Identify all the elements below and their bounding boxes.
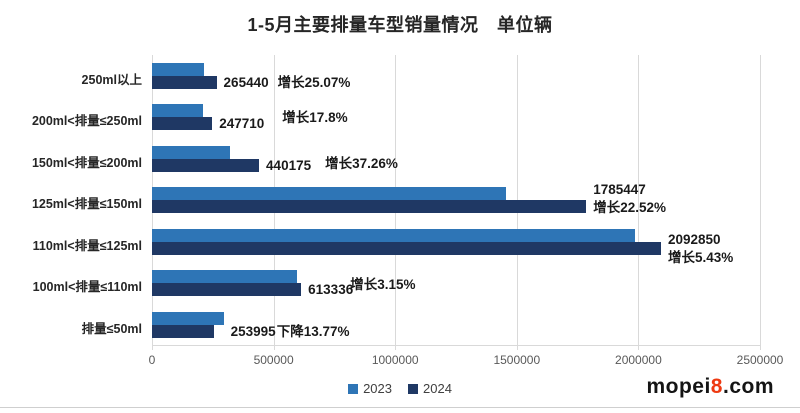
x-axis-tick: 1500000 bbox=[493, 353, 541, 367]
data-label: 2092850 增长5.43% bbox=[668, 231, 733, 267]
value-label: 247710 bbox=[219, 116, 265, 132]
gridline bbox=[760, 55, 761, 350]
bar-2024 bbox=[152, 324, 214, 338]
category-label: 110ml<排量≤125ml bbox=[32, 238, 142, 253]
data-label: 265440 增长25.07% bbox=[224, 76, 351, 90]
bar-2024 bbox=[152, 76, 217, 89]
x-axis-tick: 1000000 bbox=[371, 353, 419, 367]
bar-2023 bbox=[152, 145, 230, 159]
category-label: 125ml<排量≤150ml bbox=[31, 197, 142, 212]
category-label: 150ml<排量≤200ml bbox=[31, 155, 142, 170]
legend: 2023 2024 bbox=[0, 381, 800, 396]
bar-2024 bbox=[152, 200, 587, 214]
watermark-highlight: 8 bbox=[710, 375, 723, 398]
bar-2024 bbox=[152, 117, 213, 131]
category-label: 200ml<排量≤250ml bbox=[31, 114, 142, 129]
legend-label: 2023 bbox=[363, 381, 392, 396]
plot-area: 0 500000 1000000 1500000 2000000 2500000 250ml… bbox=[32, 55, 783, 367]
bar-2023 bbox=[152, 311, 224, 325]
watermark: mopei8.com bbox=[646, 375, 774, 399]
x-axis-tick: 2500000 bbox=[736, 353, 784, 367]
value-label: 1785447 bbox=[593, 182, 646, 198]
category-label: 250ml以上 bbox=[81, 73, 142, 87]
chart-title: 1-5月主要排量车型销量情况 单位辆 bbox=[247, 15, 553, 35]
x-axis-tick: 500000 bbox=[253, 353, 294, 367]
growth-label: 增长37.26% bbox=[325, 155, 398, 171]
watermark-suffix: .com bbox=[722, 375, 774, 398]
growth-label: 增长5.43% bbox=[667, 249, 734, 265]
x-axis-line bbox=[152, 345, 760, 346]
growth-label: 增长25.07% bbox=[277, 75, 351, 90]
data-label: 247710 增长17.8% bbox=[219, 111, 347, 132]
value-label: 265440 bbox=[223, 75, 269, 90]
gridline bbox=[638, 55, 640, 350]
data-label: 440175 增长37.26% bbox=[266, 155, 398, 173]
bar-2023 bbox=[152, 63, 204, 76]
category-label: 100ml<排量≤110ml bbox=[32, 280, 142, 295]
category-label: 排量≤50ml bbox=[81, 321, 142, 336]
legend-swatch-2023 bbox=[348, 383, 359, 394]
data-label: 1785447 增长22.52% bbox=[593, 181, 666, 217]
growth-label: 增长3.15% bbox=[350, 277, 416, 293]
legend-item-2024: 2024 bbox=[408, 381, 452, 396]
bar-2023 bbox=[152, 228, 635, 242]
watermark-prefix: mopei bbox=[646, 375, 711, 398]
legend-item-2023: 2023 bbox=[348, 381, 392, 396]
value-label: 253995 bbox=[230, 323, 276, 339]
legend-swatch-2024 bbox=[408, 383, 418, 394]
bar-2023 bbox=[152, 104, 204, 118]
data-label: 253995下降13.77% bbox=[230, 323, 350, 339]
x-axis-tick: 2000000 bbox=[615, 353, 662, 367]
legend-label: 2024 bbox=[423, 381, 452, 396]
bottom-divider bbox=[0, 407, 800, 408]
growth-label: 下降13.77% bbox=[276, 323, 350, 339]
bar-2024 bbox=[152, 158, 260, 172]
growth-label: 增长22.52% bbox=[593, 200, 667, 216]
value-label: 2092850 bbox=[667, 231, 721, 247]
x-axis-tick: 0 bbox=[148, 353, 156, 367]
bar-2023 bbox=[152, 270, 297, 284]
growth-label: 增长17.8% bbox=[282, 110, 348, 126]
bar-2023 bbox=[152, 187, 507, 201]
bar-2024 bbox=[152, 283, 302, 297]
value-label: 440175 bbox=[266, 157, 312, 173]
data-label: 613336增长3.15% bbox=[308, 278, 415, 298]
bar-2024 bbox=[152, 241, 661, 255]
value-label: 613336 bbox=[308, 282, 354, 298]
